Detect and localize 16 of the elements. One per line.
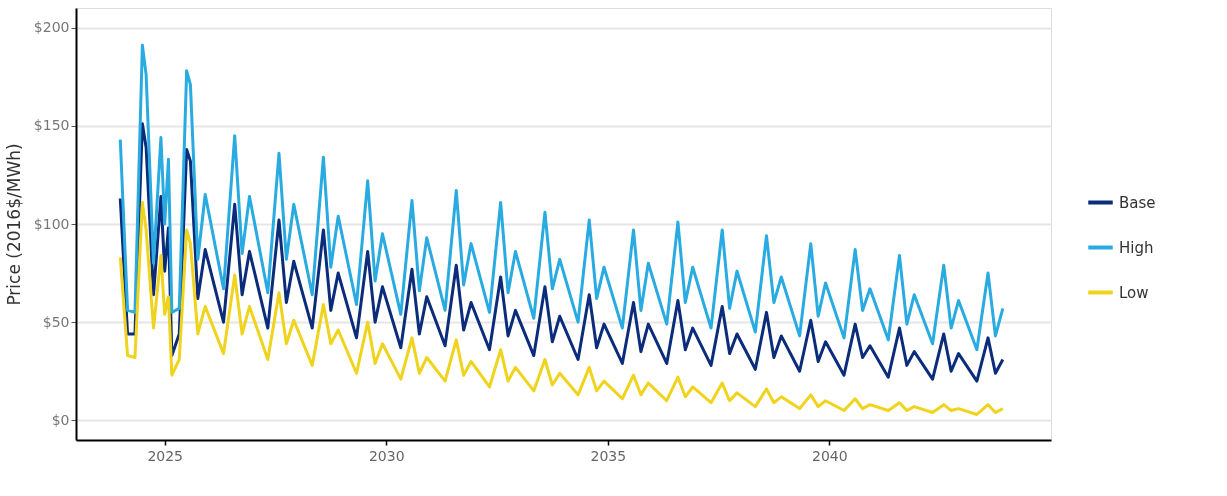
y-tick-label: $100 [33, 215, 70, 232]
x-tick-label: 2035 [590, 447, 627, 464]
y-tick-label: $0 [51, 411, 70, 428]
legend-label: Low [1119, 283, 1149, 302]
legend-label: High [1119, 238, 1154, 257]
y-tick-label: $50 [42, 313, 70, 330]
y-axis-title: Price (2016$/MWh) [3, 143, 24, 306]
y-tick-label: $200 [33, 19, 70, 36]
line-series [118, 122, 1005, 383]
x-tick-label: 2030 [368, 447, 405, 464]
x-tick-label: 2025 [147, 447, 184, 464]
line-series [118, 43, 1005, 352]
line-series [118, 200, 1005, 416]
y-tick-label: $150 [33, 117, 70, 134]
x-tick-label: 2040 [812, 447, 848, 464]
legend-label: Base [1119, 193, 1156, 212]
